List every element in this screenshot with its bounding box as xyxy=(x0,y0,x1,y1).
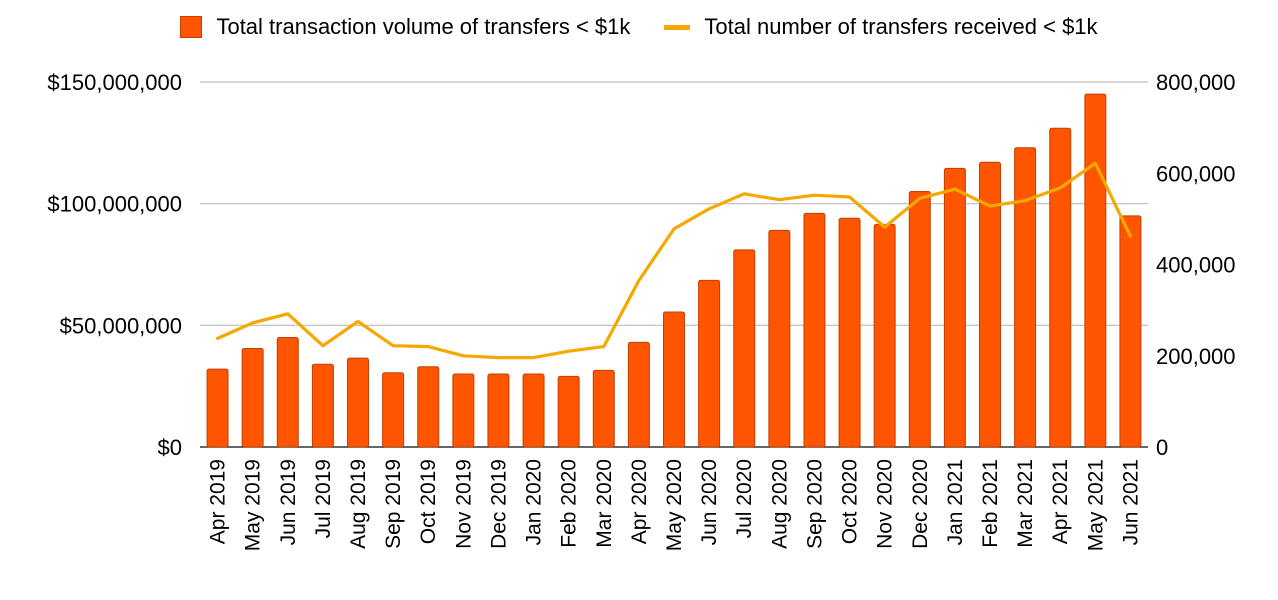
bar xyxy=(627,341,650,448)
y-left-tick-label: $50,000,000 xyxy=(60,313,182,338)
x-tick-label: May 2021 xyxy=(1084,459,1107,551)
x-tick-label: Jan 2020 xyxy=(523,459,546,545)
x-tick-label: Dec 2020 xyxy=(909,459,932,549)
bar xyxy=(1119,215,1142,448)
bar xyxy=(487,373,510,448)
legend-swatch-bar xyxy=(180,16,203,38)
bar xyxy=(943,167,966,448)
bar xyxy=(768,229,791,448)
x-tick-label: Feb 2021 xyxy=(979,459,1002,548)
x-tick-label: Nov 2019 xyxy=(452,459,475,549)
x-tick-label: Aug 2019 xyxy=(347,459,370,549)
bar xyxy=(522,373,545,448)
legend-item-volume[interactable]: Total transaction volume of transfers < … xyxy=(180,14,630,40)
legend: Total transaction volume of transfers < … xyxy=(0,14,1278,40)
x-tick-label: Apr 2019 xyxy=(207,459,230,544)
x-tick-label: Sep 2019 xyxy=(382,459,405,549)
bar xyxy=(417,366,440,448)
bar xyxy=(908,191,931,448)
bar xyxy=(206,368,229,448)
legend-swatch-line xyxy=(664,24,691,30)
x-tick-label: Oct 2019 xyxy=(417,459,440,544)
x-tick-label: Jul 2019 xyxy=(312,459,335,538)
x-tick-label: Dec 2019 xyxy=(487,459,510,549)
bar xyxy=(979,161,1001,448)
bar xyxy=(1049,127,1072,448)
x-tick-label: May 2019 xyxy=(242,459,265,551)
x-tick-label: Jun 2020 xyxy=(698,459,721,545)
y-right-tick-label: 600,000 xyxy=(1156,161,1236,186)
bar xyxy=(592,369,615,448)
x-tick-label: Apr 2021 xyxy=(1049,459,1072,544)
bar xyxy=(803,212,826,448)
x-tick-label: Mar 2021 xyxy=(1014,459,1037,548)
bar xyxy=(276,337,299,448)
x-tick-label: Sep 2020 xyxy=(803,459,826,549)
x-tick-label: Jun 2019 xyxy=(277,459,300,545)
y-left-tick-label: $150,000,000 xyxy=(47,70,182,95)
bar xyxy=(1084,93,1107,448)
x-tick-label: Jun 2021 xyxy=(1119,459,1142,545)
legend-item-count[interactable]: Total number of transfers received < $1k xyxy=(664,14,1098,40)
legend-label-count: Total number of transfers received < $1k xyxy=(704,14,1098,39)
x-tick-label: Jul 2020 xyxy=(733,459,756,538)
y-right-tick-label: 200,000 xyxy=(1156,344,1236,369)
bar xyxy=(452,373,475,448)
bar xyxy=(873,223,896,448)
x-tick-label: Apr 2020 xyxy=(628,459,651,544)
bar xyxy=(557,375,580,448)
x-tick-label: Nov 2020 xyxy=(874,459,897,549)
bar xyxy=(1014,147,1037,448)
bar xyxy=(347,357,369,448)
y-right-tick-label: 400,000 xyxy=(1156,253,1236,278)
bar xyxy=(838,217,861,448)
legend-label-volume: Total transaction volume of transfers < … xyxy=(216,14,631,39)
x-tick-label: May 2020 xyxy=(663,459,686,551)
x-tick-label: Jan 2021 xyxy=(944,459,967,545)
x-tick-label: Feb 2020 xyxy=(558,459,581,548)
line-series xyxy=(216,161,1133,360)
bar xyxy=(382,372,405,448)
y-right-tick-label: 0 xyxy=(1156,435,1168,460)
x-tick-label: Oct 2020 xyxy=(839,459,862,544)
bar xyxy=(663,311,685,448)
y-left-tick-label: $0 xyxy=(158,435,182,460)
bar xyxy=(698,279,721,448)
bar xyxy=(311,363,334,448)
x-tick-label: Mar 2020 xyxy=(593,459,616,548)
bar xyxy=(241,347,264,448)
x-tick-label: Aug 2020 xyxy=(768,459,791,549)
y-left-tick-label: $100,000,000 xyxy=(47,192,182,217)
y-right-tick-label: 800,000 xyxy=(1156,70,1236,95)
bar xyxy=(733,249,756,448)
